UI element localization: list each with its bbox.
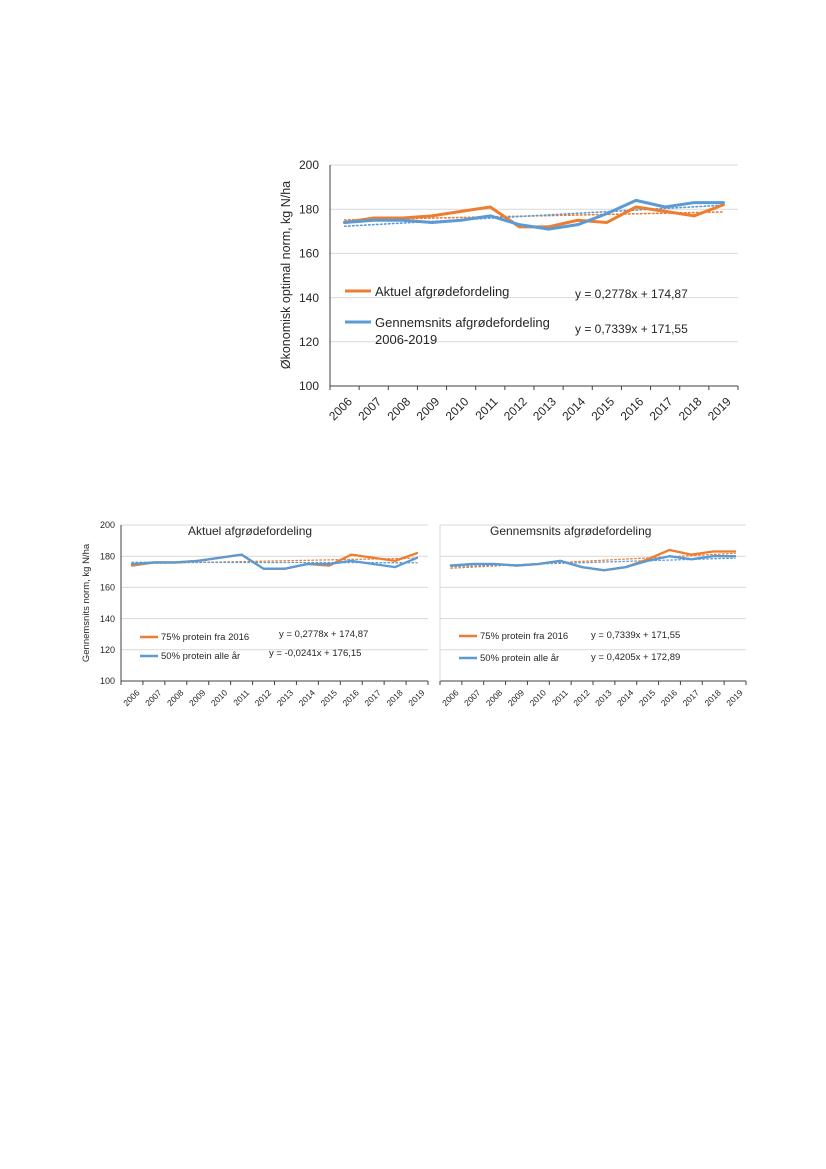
trendline-1 bbox=[343, 204, 725, 228]
series-line-1 bbox=[130, 553, 419, 570]
gridlines bbox=[330, 164, 738, 343]
y-tick-label: 140 bbox=[299, 291, 319, 305]
x-tick-label: 2014 bbox=[615, 687, 636, 708]
legend: Aktuel afgrødefordeling y = 0,2778x + 17… bbox=[345, 284, 688, 347]
x-tick-label: 2015 bbox=[637, 687, 658, 708]
trendline-equation-75: y = 0,2778x + 174,87 bbox=[279, 629, 368, 640]
legend: 75% protein fra 2016 y = 0,7339x + 171,5… bbox=[459, 630, 680, 664]
y-tick-label: 180 bbox=[100, 551, 115, 561]
gridlines bbox=[121, 524, 428, 651]
y-tick-label: 200 bbox=[100, 520, 115, 530]
legend-label-gennemsnit: Gennemsnits afgrødefordeling bbox=[375, 315, 550, 330]
legend-label-75: 75% protein fra 2016 bbox=[161, 632, 249, 643]
legend-label-gennemsnit-line2: 2006-2019 bbox=[375, 332, 437, 347]
y-tick-label: 120 bbox=[100, 645, 115, 655]
series-group bbox=[449, 548, 737, 572]
series-group bbox=[130, 551, 419, 570]
x-tick-label: 2011 bbox=[550, 687, 570, 707]
y-axis-label: Gennemsnits norm, kg N/ha bbox=[81, 543, 92, 662]
legend-label-75: 75% protein fra 2016 bbox=[480, 631, 568, 642]
series-group bbox=[343, 198, 725, 231]
y-tick-label: 200 bbox=[299, 158, 319, 172]
x-tick-label: 2006 bbox=[440, 687, 461, 708]
x-tick-label: 2018 bbox=[702, 687, 723, 708]
y-tick-label: 140 bbox=[100, 614, 115, 624]
y-tick-label: 160 bbox=[299, 247, 319, 261]
legend: 75% protein fra 2016 y = 0,2778x + 174,8… bbox=[140, 629, 368, 662]
x-tick-label: 2017 bbox=[681, 687, 702, 708]
series-line-1 bbox=[449, 555, 737, 572]
trendline-equation-aktuel: y = 0,2778x + 174,87 bbox=[575, 287, 688, 301]
gridlines bbox=[440, 524, 746, 651]
trendline-equation-gennemsnit: y = 0,7339x + 171,55 bbox=[575, 322, 688, 336]
y-tick-label: 180 bbox=[299, 202, 319, 216]
y-tick-label: 100 bbox=[100, 676, 115, 686]
x-tick-label: 2008 bbox=[484, 687, 505, 708]
x-tick-label: 2010 bbox=[528, 687, 549, 708]
y-axis-label: Økonomisk optimal norm, kg N/ha bbox=[279, 181, 293, 369]
x-tick-label: 2009 bbox=[506, 687, 527, 708]
trendline-0 bbox=[450, 552, 736, 569]
legend-label-50: 50% protein alle år bbox=[480, 653, 559, 664]
legend-label-50: 50% protein alle år bbox=[161, 651, 240, 662]
trendline-equation-50: y = 0,4205x + 172,89 bbox=[591, 652, 680, 663]
y-tick-label: 100 bbox=[299, 379, 319, 393]
x-tick-label: 2013 bbox=[593, 687, 614, 708]
y-tick-label: 120 bbox=[299, 335, 319, 349]
x-tick-label: 2007 bbox=[462, 687, 483, 708]
trendline-equation-50: y = -0,0241x + 176,15 bbox=[269, 648, 361, 659]
x-tick-label: 2012 bbox=[571, 687, 592, 708]
y-tick-label: 160 bbox=[100, 583, 115, 593]
chart-title: Gennemsnits afgrødefordeling bbox=[490, 524, 651, 538]
chart-title: Aktuel afgrødefordeling bbox=[188, 524, 312, 538]
x-tick-label: 2019 bbox=[724, 687, 745, 708]
trendline-equation-75: y = 0,7339x + 171,55 bbox=[591, 630, 680, 641]
series-line-1 bbox=[343, 198, 725, 231]
x-tick-label: 2016 bbox=[659, 687, 680, 708]
legend-label-aktuel: Aktuel afgrødefordeling bbox=[375, 284, 509, 299]
